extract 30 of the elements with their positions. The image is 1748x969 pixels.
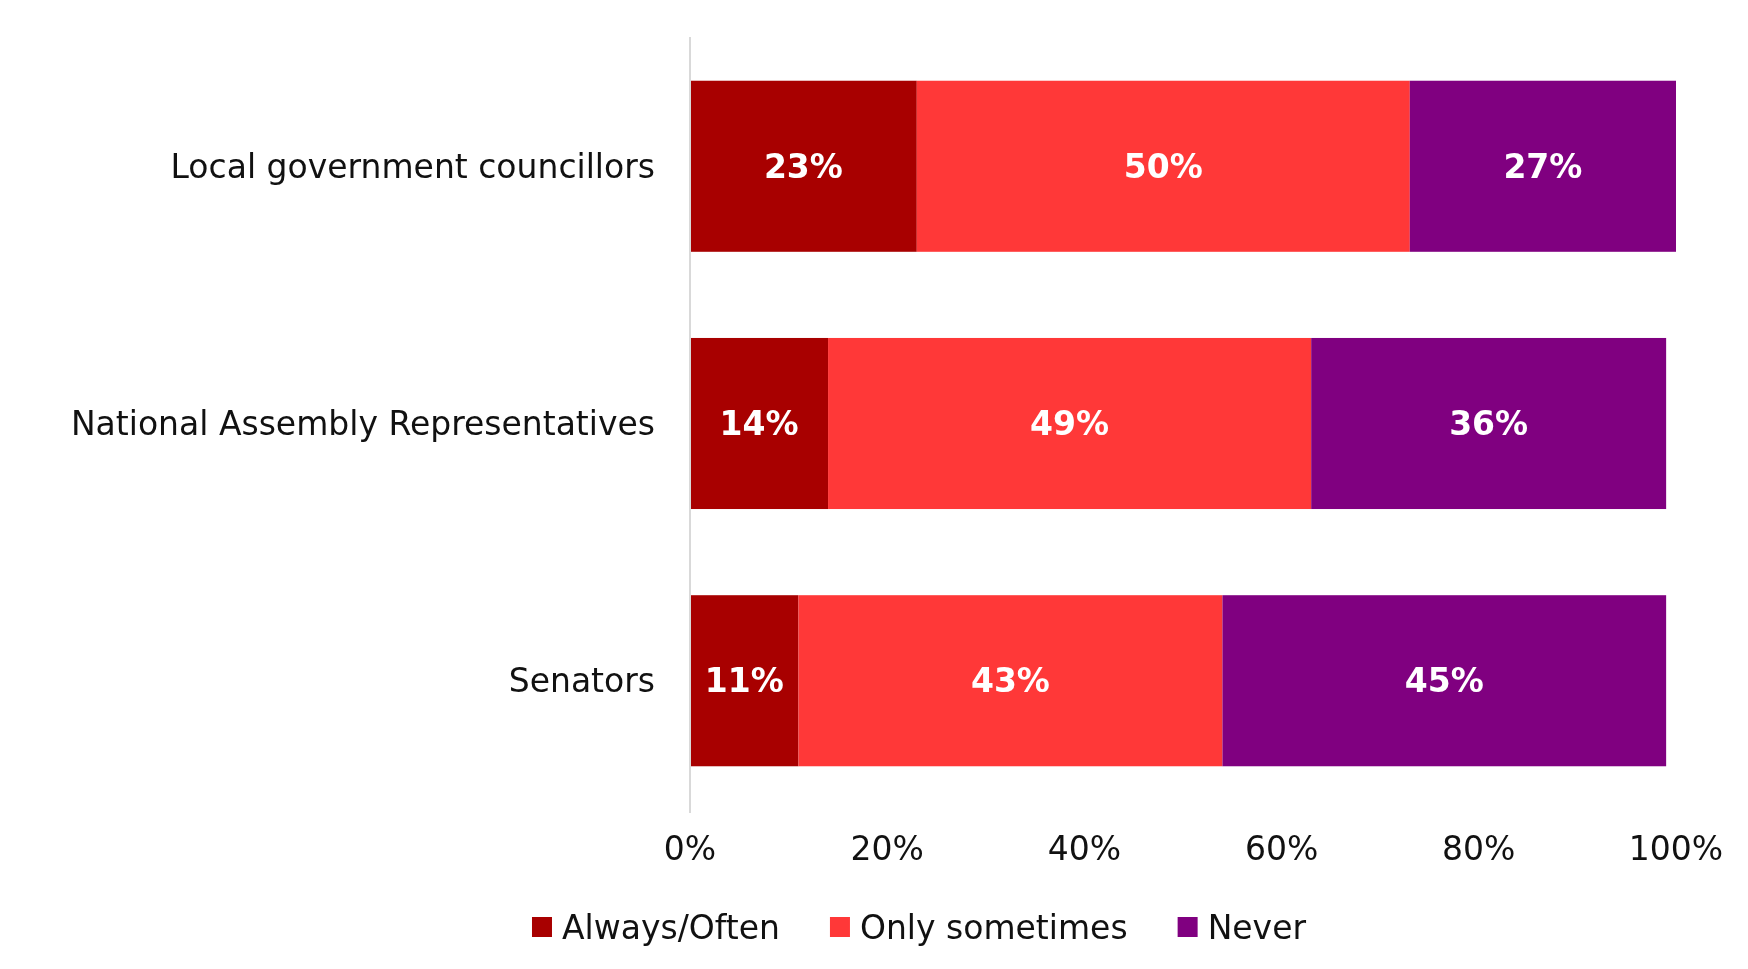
bar xyxy=(690,595,799,767)
x-tick-label: 40% xyxy=(1047,829,1122,868)
data-label: 36% xyxy=(1449,404,1529,443)
bar xyxy=(690,337,829,510)
bar xyxy=(1222,595,1667,767)
bar xyxy=(1311,337,1667,510)
data-label: 45% xyxy=(1404,661,1484,701)
bar xyxy=(690,80,917,252)
x-tick-label: 80% xyxy=(1442,829,1516,868)
legend-label: Only sometimes xyxy=(859,907,1128,947)
y-tick-label: Senators xyxy=(508,661,655,701)
data-label: 11% xyxy=(704,661,784,701)
legend-label: Always/Often xyxy=(561,907,780,947)
bar xyxy=(828,337,1312,510)
x-tick-label: 100% xyxy=(1628,829,1724,868)
x-tick-label: 60% xyxy=(1244,829,1319,868)
x-tick-label: 20% xyxy=(850,829,924,868)
data-label: 14% xyxy=(719,404,799,443)
legend-label: Never xyxy=(1207,907,1307,947)
y-tick-label: National Assembly Representatives xyxy=(70,404,655,443)
data-label: 43% xyxy=(970,661,1050,701)
data-label: 50% xyxy=(1123,146,1203,186)
x-tick-label: 0% xyxy=(663,829,717,868)
data-label: 27% xyxy=(1503,146,1583,186)
data-label: 23% xyxy=(763,146,843,186)
bar xyxy=(798,595,1223,767)
bar xyxy=(916,80,1410,252)
bar xyxy=(1409,80,1676,252)
y-tick-label: Local government councillors xyxy=(170,146,655,186)
data-label: 49% xyxy=(1030,404,1110,443)
